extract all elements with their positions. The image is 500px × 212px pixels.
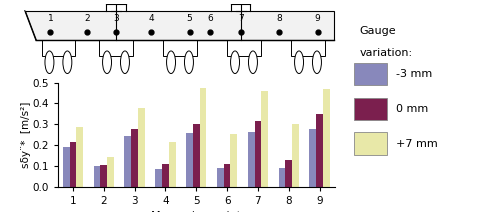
Circle shape bbox=[294, 51, 304, 74]
FancyBboxPatch shape bbox=[354, 98, 386, 120]
Text: 1: 1 bbox=[48, 14, 54, 23]
X-axis label: Measuring point: Measuring point bbox=[151, 211, 242, 212]
Bar bbox=[292, 124, 299, 187]
Bar bbox=[164, 40, 196, 56]
Bar bbox=[70, 142, 76, 187]
Circle shape bbox=[312, 51, 322, 74]
Bar bbox=[131, 129, 138, 187]
Bar bbox=[100, 165, 107, 187]
Bar bbox=[186, 132, 193, 187]
Circle shape bbox=[166, 51, 175, 74]
Bar bbox=[316, 114, 323, 187]
Text: 2: 2 bbox=[84, 14, 90, 23]
Bar bbox=[262, 91, 268, 187]
Bar bbox=[76, 127, 83, 187]
Bar bbox=[286, 160, 292, 187]
Text: +7 mm: +7 mm bbox=[396, 139, 437, 149]
Bar bbox=[278, 168, 285, 187]
Bar bbox=[217, 168, 224, 187]
Bar bbox=[254, 121, 262, 187]
Bar bbox=[228, 40, 260, 56]
Circle shape bbox=[63, 51, 72, 74]
Bar bbox=[62, 147, 70, 187]
FancyBboxPatch shape bbox=[354, 132, 386, 155]
Circle shape bbox=[45, 51, 54, 74]
Polygon shape bbox=[25, 11, 334, 40]
Bar bbox=[107, 158, 114, 187]
Bar bbox=[248, 131, 254, 187]
Bar bbox=[230, 134, 237, 187]
Bar bbox=[100, 40, 132, 56]
FancyBboxPatch shape bbox=[354, 63, 386, 85]
Bar bbox=[323, 89, 330, 187]
Bar bbox=[155, 169, 162, 187]
Text: -3 mm: -3 mm bbox=[396, 69, 432, 79]
Y-axis label: sẟy¨*  [m/s²]: sẟy¨* [m/s²] bbox=[20, 101, 30, 168]
Bar bbox=[42, 40, 75, 56]
Bar bbox=[169, 142, 175, 187]
Text: 5: 5 bbox=[186, 14, 192, 23]
Bar bbox=[124, 136, 131, 187]
Bar bbox=[193, 124, 200, 187]
Text: 6: 6 bbox=[208, 14, 214, 23]
Circle shape bbox=[120, 51, 130, 74]
Bar bbox=[94, 166, 100, 187]
Bar bbox=[138, 108, 145, 187]
Bar bbox=[292, 40, 324, 56]
Circle shape bbox=[248, 51, 258, 74]
Text: variation:: variation: bbox=[360, 48, 412, 58]
Text: 0 mm: 0 mm bbox=[396, 104, 428, 114]
Text: 9: 9 bbox=[314, 14, 320, 23]
Text: 8: 8 bbox=[276, 14, 282, 23]
Text: 7: 7 bbox=[238, 14, 244, 23]
Bar bbox=[224, 164, 230, 187]
Circle shape bbox=[230, 51, 239, 74]
Circle shape bbox=[102, 51, 112, 74]
Text: 3: 3 bbox=[113, 14, 119, 23]
Bar bbox=[200, 88, 206, 187]
Bar bbox=[310, 129, 316, 187]
Circle shape bbox=[184, 51, 194, 74]
Text: 4: 4 bbox=[148, 14, 154, 23]
Bar bbox=[162, 164, 169, 187]
Text: Gauge: Gauge bbox=[360, 26, 396, 36]
